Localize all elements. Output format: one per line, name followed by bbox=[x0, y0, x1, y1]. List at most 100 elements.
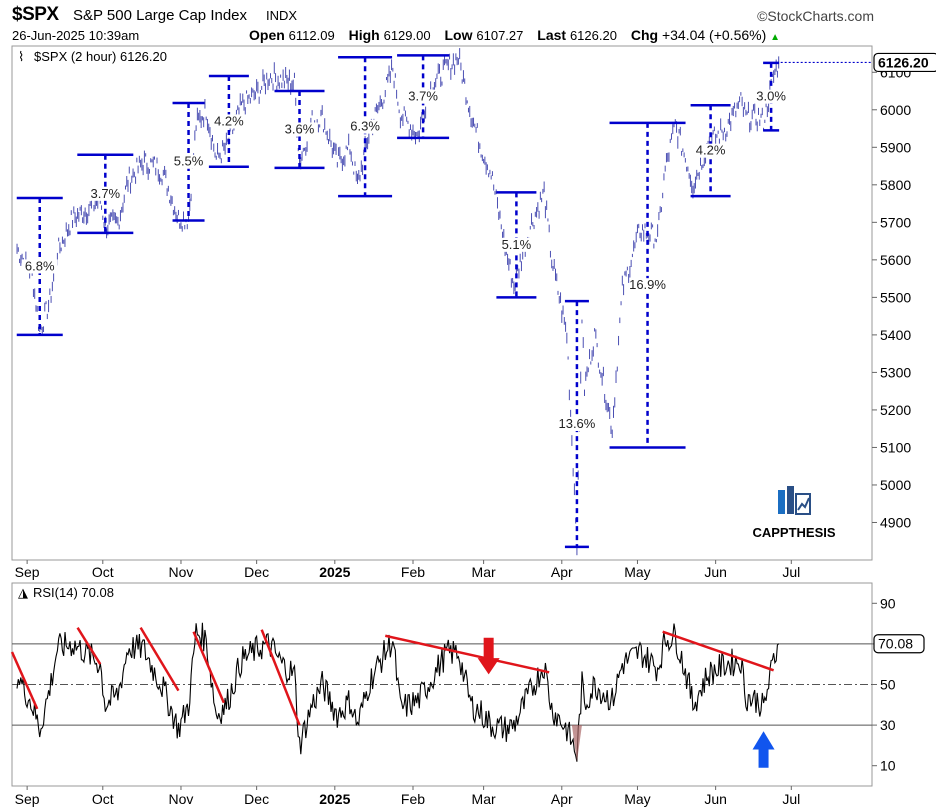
high-value: 6129.00 bbox=[383, 28, 431, 43]
symbol: $SPX bbox=[12, 4, 59, 25]
swing-label: 4.2% bbox=[214, 113, 244, 128]
rsi-oversold-fill bbox=[571, 725, 582, 762]
swing-marker: 3.7% bbox=[397, 54, 450, 140]
x-tick-label: Jun bbox=[704, 564, 727, 580]
index-name: S&P 500 Large Cap Index bbox=[73, 7, 248, 24]
rsi-x-tick-label: Mar bbox=[472, 791, 496, 807]
price-tick-label: 5700 bbox=[880, 214, 911, 230]
rsi-trendline bbox=[10, 651, 39, 710]
swing-label-bg bbox=[21, 259, 58, 274]
logo-text: CAPPTHESIS bbox=[752, 525, 835, 540]
x-tick-label: Jul bbox=[782, 564, 800, 580]
quote-strip: Open 6112.09 High 6129.00 Low 6107.27 La… bbox=[249, 27, 780, 43]
swing-label: 3.0% bbox=[756, 89, 786, 104]
swing-label-bg bbox=[281, 122, 318, 137]
x-tick-label: Apr bbox=[551, 564, 573, 580]
rsi-trendline bbox=[662, 630, 775, 672]
price-tick-label: 5100 bbox=[880, 439, 911, 455]
logo-bar-2 bbox=[787, 486, 794, 514]
price-tick-label: 5000 bbox=[880, 477, 911, 493]
swing-label-bg bbox=[347, 119, 384, 134]
swing-label-bg bbox=[753, 89, 790, 104]
swing-label: 3.6% bbox=[285, 121, 315, 136]
exchange: INDX bbox=[266, 8, 298, 23]
last-value: 6126.20 bbox=[569, 28, 617, 43]
last-price-tag: 6126.20 bbox=[878, 54, 929, 70]
price-tick-label: 5200 bbox=[880, 402, 911, 418]
rsi-legend-icon: ◮ bbox=[18, 585, 28, 600]
high-label: High bbox=[348, 27, 380, 43]
swing-label: 3.7% bbox=[90, 186, 120, 201]
swing-label: 4.2% bbox=[696, 143, 726, 158]
price-panel: 4900 5000 5100 5200 5300 5400 5500 5600 5700 5800… bbox=[11, 45, 936, 580]
swing-marker: 16.9% bbox=[609, 121, 686, 449]
swing-marker: 3.6% bbox=[274, 89, 325, 170]
price-tick-label: 5500 bbox=[880, 289, 911, 305]
chg-value: +34.04 (+0.56%) bbox=[661, 27, 767, 43]
swing-label-bg bbox=[87, 186, 124, 201]
swing-marker: 6.8% bbox=[16, 196, 63, 337]
rsi-line bbox=[16, 622, 780, 762]
rsi-tick-label: 10 bbox=[880, 758, 896, 774]
rsi-x-tick-label: Apr bbox=[551, 791, 573, 807]
x-tick-label: 2025 bbox=[319, 564, 350, 580]
rsi-trendline bbox=[260, 629, 301, 726]
up-triangle-icon: ▲ bbox=[770, 32, 781, 43]
rsi-trendline bbox=[384, 634, 550, 674]
price-tick-label: 5600 bbox=[880, 252, 911, 268]
swing-label-bg bbox=[170, 154, 207, 169]
swing-label: 3.7% bbox=[408, 89, 438, 104]
price-tick-label: 6000 bbox=[880, 102, 911, 118]
price-tick-label: 5900 bbox=[880, 139, 911, 155]
price-tick-label: 5400 bbox=[880, 327, 911, 343]
swing-label-bg bbox=[498, 237, 535, 252]
x-tick-label: Oct bbox=[92, 564, 114, 580]
swing-label: 16.9% bbox=[629, 277, 666, 292]
last-label: Last bbox=[537, 27, 567, 43]
rsi-last-tag: 70.08 bbox=[878, 636, 913, 652]
rsi-trendline bbox=[192, 631, 225, 704]
swing-label: 5.1% bbox=[502, 237, 532, 252]
x-tick-label: Sep bbox=[15, 564, 40, 580]
rsi-last-tag-bg bbox=[873, 634, 925, 654]
swing-label: 5.5% bbox=[174, 154, 204, 169]
price-legend: $SPX (2 hour) 6126.20 bbox=[34, 49, 167, 64]
swing-label-bg bbox=[692, 143, 729, 158]
logo-trend bbox=[797, 497, 810, 511]
swing-marker: 4.2% bbox=[208, 74, 249, 169]
price-legend-icon: ⌇ bbox=[18, 49, 24, 64]
rsi-trendline bbox=[76, 627, 102, 665]
swing-marker: 5.1% bbox=[496, 191, 537, 299]
swing-label-bg bbox=[558, 416, 595, 431]
open-label: Open bbox=[249, 27, 285, 43]
swing-marker: 3.0% bbox=[753, 61, 790, 132]
price-tick-label: 5800 bbox=[880, 177, 911, 193]
last-price-tag-bg bbox=[873, 52, 936, 73]
rsi-x-tick-label: Oct bbox=[92, 791, 114, 807]
x-tick-label: Feb bbox=[401, 564, 425, 580]
swing-marker: 4.2% bbox=[690, 104, 731, 198]
cappthesis-logo: CAPPTHESIS bbox=[752, 486, 836, 540]
swing-marker: 5.5% bbox=[170, 101, 207, 222]
rsi-x-tick-label: Jun bbox=[704, 791, 727, 807]
x-tick-label: Mar bbox=[472, 564, 496, 580]
swing-label-bg bbox=[210, 114, 247, 129]
swing-label: 13.6% bbox=[558, 416, 595, 431]
low-label: Low bbox=[444, 27, 473, 43]
rsi-x-tick-label: Jul bbox=[782, 791, 800, 807]
swing-label: 6.3% bbox=[350, 119, 380, 134]
brand-link[interactable]: ©StockCharts.com bbox=[757, 8, 874, 24]
swing-label-bg bbox=[405, 89, 442, 104]
low-value: 6107.27 bbox=[476, 28, 524, 43]
arrow-up-icon bbox=[752, 731, 775, 768]
chg-label: Chg bbox=[630, 27, 659, 43]
open-value: 6112.09 bbox=[288, 28, 335, 43]
x-tick-label: May bbox=[624, 564, 650, 580]
rsi-trendline bbox=[139, 627, 180, 692]
arrow-down-icon bbox=[477, 637, 500, 675]
rsi-x-tick-label: Sep bbox=[15, 791, 40, 807]
rsi-tick-label: 90 bbox=[880, 595, 896, 611]
logo-bar-1 bbox=[778, 490, 785, 514]
rsi-x-tick-label: 2025 bbox=[319, 791, 350, 807]
